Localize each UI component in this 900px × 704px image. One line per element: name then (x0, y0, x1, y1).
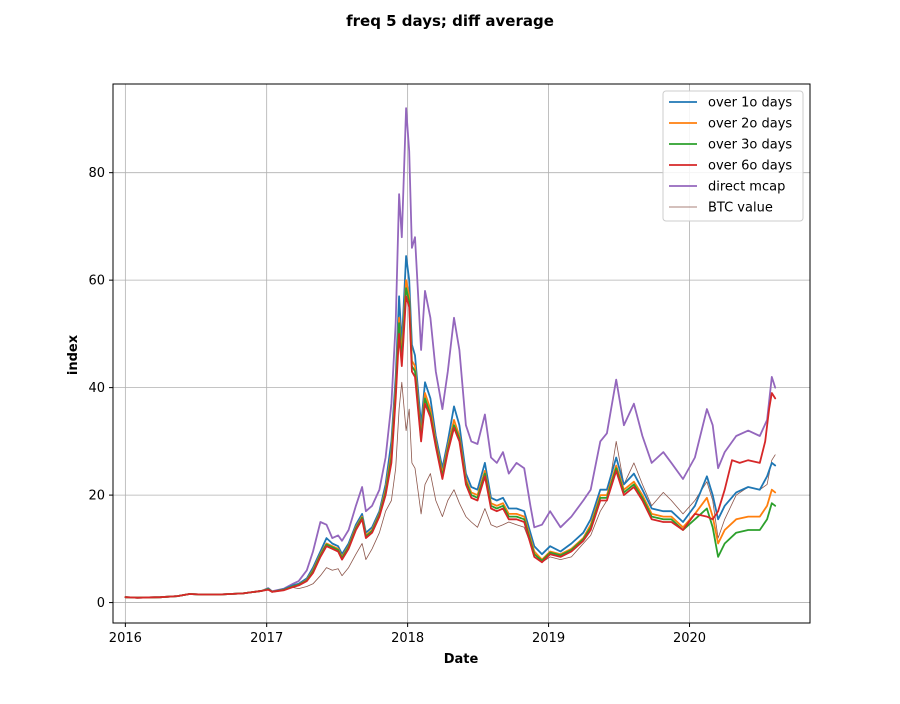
legend-label-over-6o-days: over 6o days (708, 159, 792, 174)
y-axis-label: index (66, 334, 81, 375)
plot-frame (112, 83, 811, 624)
y-tick-label: 60 (88, 274, 105, 289)
x-tick-label: 2020 (673, 631, 706, 646)
y-tick-label: 20 (88, 489, 105, 504)
legend-label-over-2o-days: over 2o days (708, 117, 792, 132)
legend-label-direct-mcap: direct mcap (708, 180, 785, 195)
x-tick-label: 2017 (250, 631, 283, 646)
plot-lines (124, 107, 777, 599)
y-tick-label: 40 (88, 381, 105, 396)
series-line-btc-value (125, 381, 776, 599)
chart-title: freq 5 days; diff average (346, 12, 554, 30)
legend-box (662, 90, 804, 222)
series-line-direct-mcap (124, 107, 777, 599)
series-line-over-6o-days (124, 295, 777, 599)
x-tick-label: 2018 (391, 631, 424, 646)
legend-label-btc-value: BTC value (708, 201, 773, 216)
legend-label-over-1o-days: over 1o days (708, 96, 792, 111)
legend-items: over 1o days over 2o days over 3o days over… (669, 96, 792, 216)
x-gridlines (124, 84, 690, 623)
series-line-over-1o-days (124, 255, 777, 599)
x-axis: 2016 2017 2018 2019 2020 (109, 623, 706, 646)
x-tick-label: 2016 (109, 631, 142, 646)
x-tick-label: 2019 (532, 631, 565, 646)
y-tick-label: 0 (97, 596, 105, 611)
y-axis: 0 20 40 60 80 (88, 166, 113, 611)
y-tick-label: 80 (88, 166, 105, 181)
x-axis-label: Date (444, 652, 479, 667)
legend: over 1o days over 2o days over 3o days over… (662, 90, 804, 222)
legend-label-over-3o-days: over 3o days (708, 138, 792, 153)
